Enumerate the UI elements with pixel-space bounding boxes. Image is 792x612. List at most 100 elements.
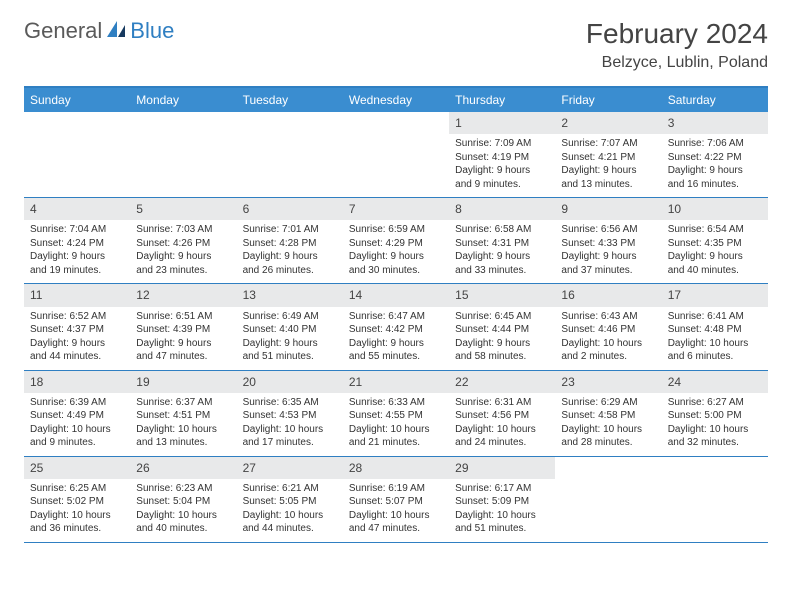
- daylight-text: Daylight: 10 hours and 32 minutes.: [668, 423, 762, 450]
- day-body: Sunrise: 7:09 AMSunset: 4:19 PMDaylight:…: [449, 137, 555, 191]
- day-cell: 26Sunrise: 6:23 AMSunset: 5:04 PMDayligh…: [130, 457, 236, 542]
- day-body: Sunrise: 7:07 AMSunset: 4:21 PMDaylight:…: [555, 137, 661, 191]
- sunrise-text: Sunrise: 6:41 AM: [668, 310, 762, 324]
- sunset-text: Sunset: 4:44 PM: [455, 323, 549, 337]
- sunrise-text: Sunrise: 6:29 AM: [561, 396, 655, 410]
- sunrise-text: Sunrise: 6:21 AM: [243, 482, 337, 496]
- sunset-text: Sunset: 4:46 PM: [561, 323, 655, 337]
- day-number: 15: [449, 284, 555, 306]
- sunrise-text: Sunrise: 6:39 AM: [30, 396, 124, 410]
- weekday-sun: Sunday: [24, 88, 130, 112]
- day-body: Sunrise: 6:39 AMSunset: 4:49 PMDaylight:…: [24, 396, 130, 450]
- daylight-text: Daylight: 9 hours and 19 minutes.: [30, 250, 124, 277]
- day-number: 21: [343, 371, 449, 393]
- day-body: Sunrise: 6:23 AMSunset: 5:04 PMDaylight:…: [130, 482, 236, 536]
- daylight-text: Daylight: 9 hours and 55 minutes.: [349, 337, 443, 364]
- day-cell: [130, 112, 236, 197]
- day-body: Sunrise: 6:33 AMSunset: 4:55 PMDaylight:…: [343, 396, 449, 450]
- day-cell: 7Sunrise: 6:59 AMSunset: 4:29 PMDaylight…: [343, 198, 449, 283]
- logo-text-blue: Blue: [130, 18, 174, 44]
- day-number: 13: [237, 284, 343, 306]
- sunrise-text: Sunrise: 6:27 AM: [668, 396, 762, 410]
- day-number: 6: [237, 198, 343, 220]
- day-number: 10: [662, 198, 768, 220]
- day-body: Sunrise: 6:45 AMSunset: 4:44 PMDaylight:…: [449, 310, 555, 364]
- daylight-text: Daylight: 9 hours and 16 minutes.: [668, 164, 762, 191]
- day-cell: 8Sunrise: 6:58 AMSunset: 4:31 PMDaylight…: [449, 198, 555, 283]
- daylight-text: Daylight: 10 hours and 6 minutes.: [668, 337, 762, 364]
- day-number: 29: [449, 457, 555, 479]
- sunset-text: Sunset: 4:33 PM: [561, 237, 655, 251]
- sunset-text: Sunset: 4:19 PM: [455, 151, 549, 165]
- day-number: 23: [555, 371, 661, 393]
- sunset-text: Sunset: 4:40 PM: [243, 323, 337, 337]
- title-block: February 2024 Belzyce, Lublin, Poland: [586, 18, 768, 72]
- sunset-text: Sunset: 4:51 PM: [136, 409, 230, 423]
- weekday-thu: Thursday: [449, 88, 555, 112]
- day-body: Sunrise: 7:01 AMSunset: 4:28 PMDaylight:…: [237, 223, 343, 277]
- week-row: 1 Sunrise: 7:09 AMSunset: 4:19 PMDaylight…: [24, 112, 768, 198]
- day-body: Sunrise: 6:52 AMSunset: 4:37 PMDaylight:…: [24, 310, 130, 364]
- daylight-text: Daylight: 10 hours and 36 minutes.: [30, 509, 124, 536]
- day-body: Sunrise: 6:21 AMSunset: 5:05 PMDaylight:…: [237, 482, 343, 536]
- day-body: Sunrise: 6:27 AMSunset: 5:00 PMDaylight:…: [662, 396, 768, 450]
- weekday-header: Sunday Monday Tuesday Wednesday Thursday…: [24, 88, 768, 112]
- day-cell: 14Sunrise: 6:47 AMSunset: 4:42 PMDayligh…: [343, 284, 449, 369]
- day-cell: 4Sunrise: 7:04 AMSunset: 4:24 PMDaylight…: [24, 198, 130, 283]
- day-cell: 23Sunrise: 6:29 AMSunset: 4:58 PMDayligh…: [555, 371, 661, 456]
- day-cell: 1 Sunrise: 7:09 AMSunset: 4:19 PMDaylight…: [449, 112, 555, 197]
- sunset-text: Sunset: 4:26 PM: [136, 237, 230, 251]
- day-number: 17: [662, 284, 768, 306]
- day-body: Sunrise: 6:17 AMSunset: 5:09 PMDaylight:…: [449, 482, 555, 536]
- day-body: Sunrise: 6:54 AMSunset: 4:35 PMDaylight:…: [662, 223, 768, 277]
- week-row: 4Sunrise: 7:04 AMSunset: 4:24 PMDaylight…: [24, 198, 768, 284]
- day-cell: 16Sunrise: 6:43 AMSunset: 4:46 PMDayligh…: [555, 284, 661, 369]
- sunrise-text: Sunrise: 6:23 AM: [136, 482, 230, 496]
- daylight-text: Daylight: 10 hours and 51 minutes.: [455, 509, 549, 536]
- day-cell: 21 Sunrise: 6:33 AMSunset: 4:55 PMDayligh…: [343, 371, 449, 456]
- day-cell: 27 Sunrise: 6:21 AMSunset: 5:05 PMDayligh…: [237, 457, 343, 542]
- day-cell: 20Sunrise: 6:35 AMSunset: 4:53 PMDayligh…: [237, 371, 343, 456]
- day-body: Sunrise: 6:25 AMSunset: 5:02 PMDaylight:…: [24, 482, 130, 536]
- header: General Blue February 2024 Belzyce, Lubl…: [24, 18, 768, 72]
- daylight-text: Daylight: 10 hours and 13 minutes.: [136, 423, 230, 450]
- day-number: 12: [130, 284, 236, 306]
- location: Belzyce, Lublin, Poland: [586, 54, 768, 72]
- day-cell: 15 Sunrise: 6:45 AMSunset: 4:44 PMDayligh…: [449, 284, 555, 369]
- weekday-wed: Wednesday: [343, 88, 449, 112]
- day-number: 19: [130, 371, 236, 393]
- sunrise-text: Sunrise: 6:54 AM: [668, 223, 762, 237]
- daylight-text: Daylight: 9 hours and 40 minutes.: [668, 250, 762, 277]
- sunrise-text: Sunrise: 7:04 AM: [30, 223, 124, 237]
- month-title: February 2024: [586, 18, 768, 50]
- daylight-text: Daylight: 9 hours and 58 minutes.: [455, 337, 549, 364]
- day-number: 2: [555, 112, 661, 134]
- day-body: Sunrise: 6:47 AMSunset: 4:42 PMDaylight:…: [343, 310, 449, 364]
- logo-text-general: General: [24, 18, 102, 44]
- daylight-text: Daylight: 10 hours and 47 minutes.: [349, 509, 443, 536]
- day-body: Sunrise: 6:51 AMSunset: 4:39 PMDaylight:…: [130, 310, 236, 364]
- day-number: 1: [449, 112, 555, 134]
- day-number: 27: [237, 457, 343, 479]
- day-body: Sunrise: 6:37 AMSunset: 4:51 PMDaylight:…: [130, 396, 236, 450]
- day-body: Sunrise: 6:49 AMSunset: 4:40 PMDaylight:…: [237, 310, 343, 364]
- day-number: 22: [449, 371, 555, 393]
- day-cell: 29 Sunrise: 6:17 AMSunset: 5:09 PMDayligh…: [449, 457, 555, 542]
- daylight-text: Daylight: 9 hours and 26 minutes.: [243, 250, 337, 277]
- sunrise-text: Sunrise: 6:33 AM: [349, 396, 443, 410]
- sunrise-text: Sunrise: 6:58 AM: [455, 223, 549, 237]
- sunset-text: Sunset: 4:42 PM: [349, 323, 443, 337]
- sunrise-text: Sunrise: 6:31 AM: [455, 396, 549, 410]
- day-cell: 17 Sunrise: 6:41 AMSunset: 4:48 PMDayligh…: [662, 284, 768, 369]
- day-cell: 6 Sunrise: 7:01 AMSunset: 4:28 PMDaylight…: [237, 198, 343, 283]
- day-number: 7: [343, 198, 449, 220]
- day-cell: 11Sunrise: 6:52 AMSunset: 4:37 PMDayligh…: [24, 284, 130, 369]
- logo: General Blue: [24, 18, 174, 44]
- day-body: Sunrise: 6:31 AMSunset: 4:56 PMDaylight:…: [449, 396, 555, 450]
- day-body: Sunrise: 7:06 AMSunset: 4:22 PMDaylight:…: [662, 137, 768, 191]
- weeks-container: 1 Sunrise: 7:09 AMSunset: 4:19 PMDaylight…: [24, 112, 768, 543]
- sunset-text: Sunset: 4:58 PM: [561, 409, 655, 423]
- weekday-mon: Monday: [130, 88, 236, 112]
- day-body: Sunrise: 6:41 AMSunset: 4:48 PMDaylight:…: [662, 310, 768, 364]
- day-cell: 13 Sunrise: 6:49 AMSunset: 4:40 PMDayligh…: [237, 284, 343, 369]
